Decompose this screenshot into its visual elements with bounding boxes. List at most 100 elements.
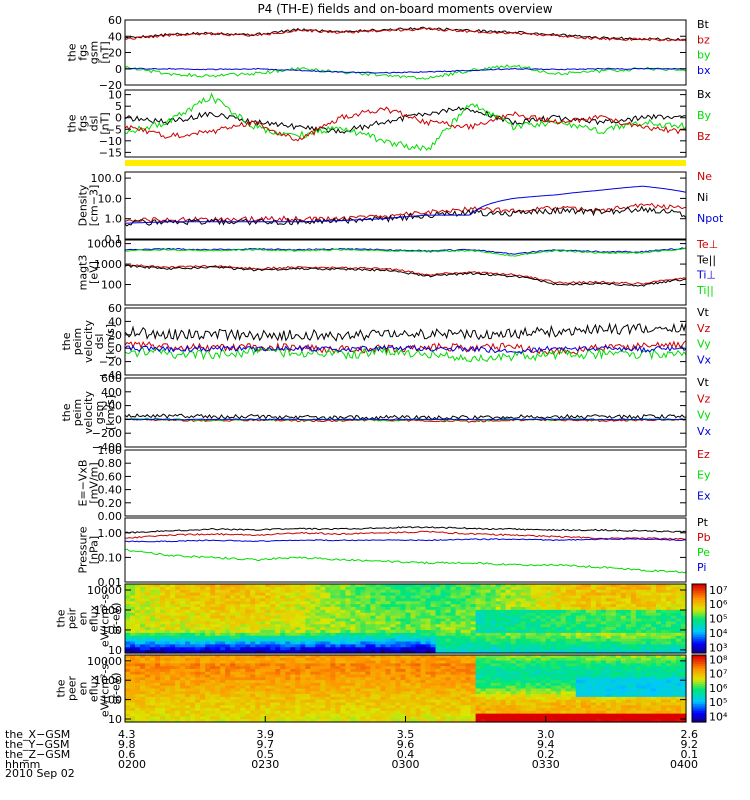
- heatmap-cell: [320, 632, 326, 637]
- heatmap-cell: [540, 702, 547, 706]
- heatmap-cell: [530, 688, 537, 692]
- heatmap-cell: [125, 592, 131, 597]
- heatmap-cell: [420, 618, 427, 622]
- heatmap-cell: [185, 598, 191, 602]
- heatmap-cell: [165, 635, 171, 640]
- heatmap-cell: [515, 635, 522, 640]
- heatmap-cell: [505, 598, 512, 602]
- heatmap-cell: [240, 657, 246, 662]
- heatmap-cell: [520, 702, 527, 706]
- colorbar-segment: [692, 643, 706, 647]
- heatmap-cell: [615, 586, 622, 591]
- heatmap-cell: [380, 666, 387, 670]
- heatmap-cell: [250, 592, 256, 597]
- heatmap-cell: [535, 696, 542, 701]
- heatmap-cell: [500, 612, 507, 617]
- heatmap-cell: [170, 598, 176, 602]
- heatmap-cell: [660, 632, 667, 637]
- heatmap-cell: [145, 713, 151, 718]
- heatmap-cell: [540, 710, 547, 715]
- heatmap-cell: [415, 719, 422, 723]
- heatmap-cell: [505, 663, 512, 667]
- heatmap-cell: [140, 694, 146, 698]
- heatmap-cell: [390, 688, 397, 692]
- heatmap-cell: [525, 682, 532, 687]
- heatmap-cell: [160, 677, 166, 681]
- heatmap-cell: [460, 710, 467, 715]
- heatmap-cell: [450, 655, 457, 659]
- heatmap-cell: [520, 691, 527, 695]
- heatmap-cell: [245, 655, 251, 659]
- heatmap-cell: [460, 666, 467, 670]
- heatmap-cell: [460, 677, 467, 681]
- heatmap-cell: [375, 624, 382, 628]
- heatmap-cell: [285, 699, 291, 704]
- heatmap-cell: [345, 666, 351, 670]
- heatmap-cell: [135, 641, 141, 645]
- heatmap-cell: [610, 618, 617, 622]
- heatmap-cell: [460, 655, 467, 659]
- heatmap-cell: [200, 592, 206, 597]
- heatmap-cell: [170, 635, 176, 640]
- heatmap-cell: [365, 677, 372, 681]
- heatmap-cell: [165, 666, 171, 670]
- heatmap-cell: [360, 699, 367, 704]
- colorbar-segment: [692, 597, 706, 601]
- heatmap-cell: [250, 632, 256, 637]
- heatmap-cell: [140, 635, 146, 640]
- heatmap-cell: [675, 624, 682, 628]
- heatmap-cell: [215, 586, 221, 591]
- heatmap-cell: [310, 668, 316, 673]
- heatmap-cell: [455, 641, 462, 645]
- heatmap-cell: [130, 688, 136, 692]
- heatmap-cell: [660, 604, 667, 608]
- heatmap-cell: [470, 666, 477, 670]
- heatmap-cell: [175, 657, 181, 662]
- heatmap-cell: [670, 621, 677, 625]
- heatmap-cell: [250, 682, 256, 687]
- heatmap-cell: [495, 674, 502, 678]
- heatmap-cell: [215, 674, 221, 678]
- heatmap-cell: [135, 598, 141, 602]
- heatmap-cell: [600, 615, 607, 620]
- heatmap-cell: [150, 657, 156, 662]
- heatmap-cell: [470, 716, 477, 720]
- heatmap-cell: [670, 630, 677, 634]
- heatmap-cell: [400, 598, 407, 602]
- heatmap-cell: [165, 604, 171, 608]
- heatmap-cell: [305, 716, 311, 720]
- heatmap-cell: [155, 660, 161, 664]
- y-axis-title: velocity: [82, 391, 95, 434]
- heatmap-cell: [445, 598, 452, 602]
- heatmap-cell: [425, 641, 432, 645]
- heatmap-cell: [410, 650, 417, 654]
- heatmap-cell: [350, 592, 357, 597]
- heatmap-cell: [150, 604, 156, 608]
- heatmap-cell: [350, 641, 357, 645]
- heatmap-cell: [410, 630, 417, 634]
- heatmap-cell: [450, 641, 457, 645]
- heatmap-cell: [190, 671, 196, 676]
- heatmap-cell: [250, 666, 256, 670]
- heatmap-cell: [680, 601, 687, 605]
- heatmap-cell: [335, 655, 341, 659]
- heatmap-cell: [535, 680, 542, 684]
- heatmap-cell: [295, 677, 301, 681]
- heatmap-cell: [200, 680, 206, 684]
- heatmap-cell: [425, 621, 432, 625]
- heatmap-cell: [260, 609, 266, 614]
- heatmap-cell: [300, 655, 306, 659]
- heatmap-cell: [420, 674, 427, 678]
- heatmap-cell: [455, 666, 462, 670]
- heatmap-cell: [395, 655, 402, 659]
- heatmap-cell: [540, 677, 547, 681]
- heatmap-cell: [420, 598, 427, 602]
- heatmap-cell: [255, 607, 261, 611]
- heatmap-cell: [390, 696, 397, 701]
- heatmap-cell: [435, 635, 442, 640]
- heatmap-cell: [405, 713, 412, 718]
- heatmap-cell: [210, 655, 216, 659]
- heatmap-cell: [555, 621, 562, 625]
- heatmap-cell: [215, 719, 221, 723]
